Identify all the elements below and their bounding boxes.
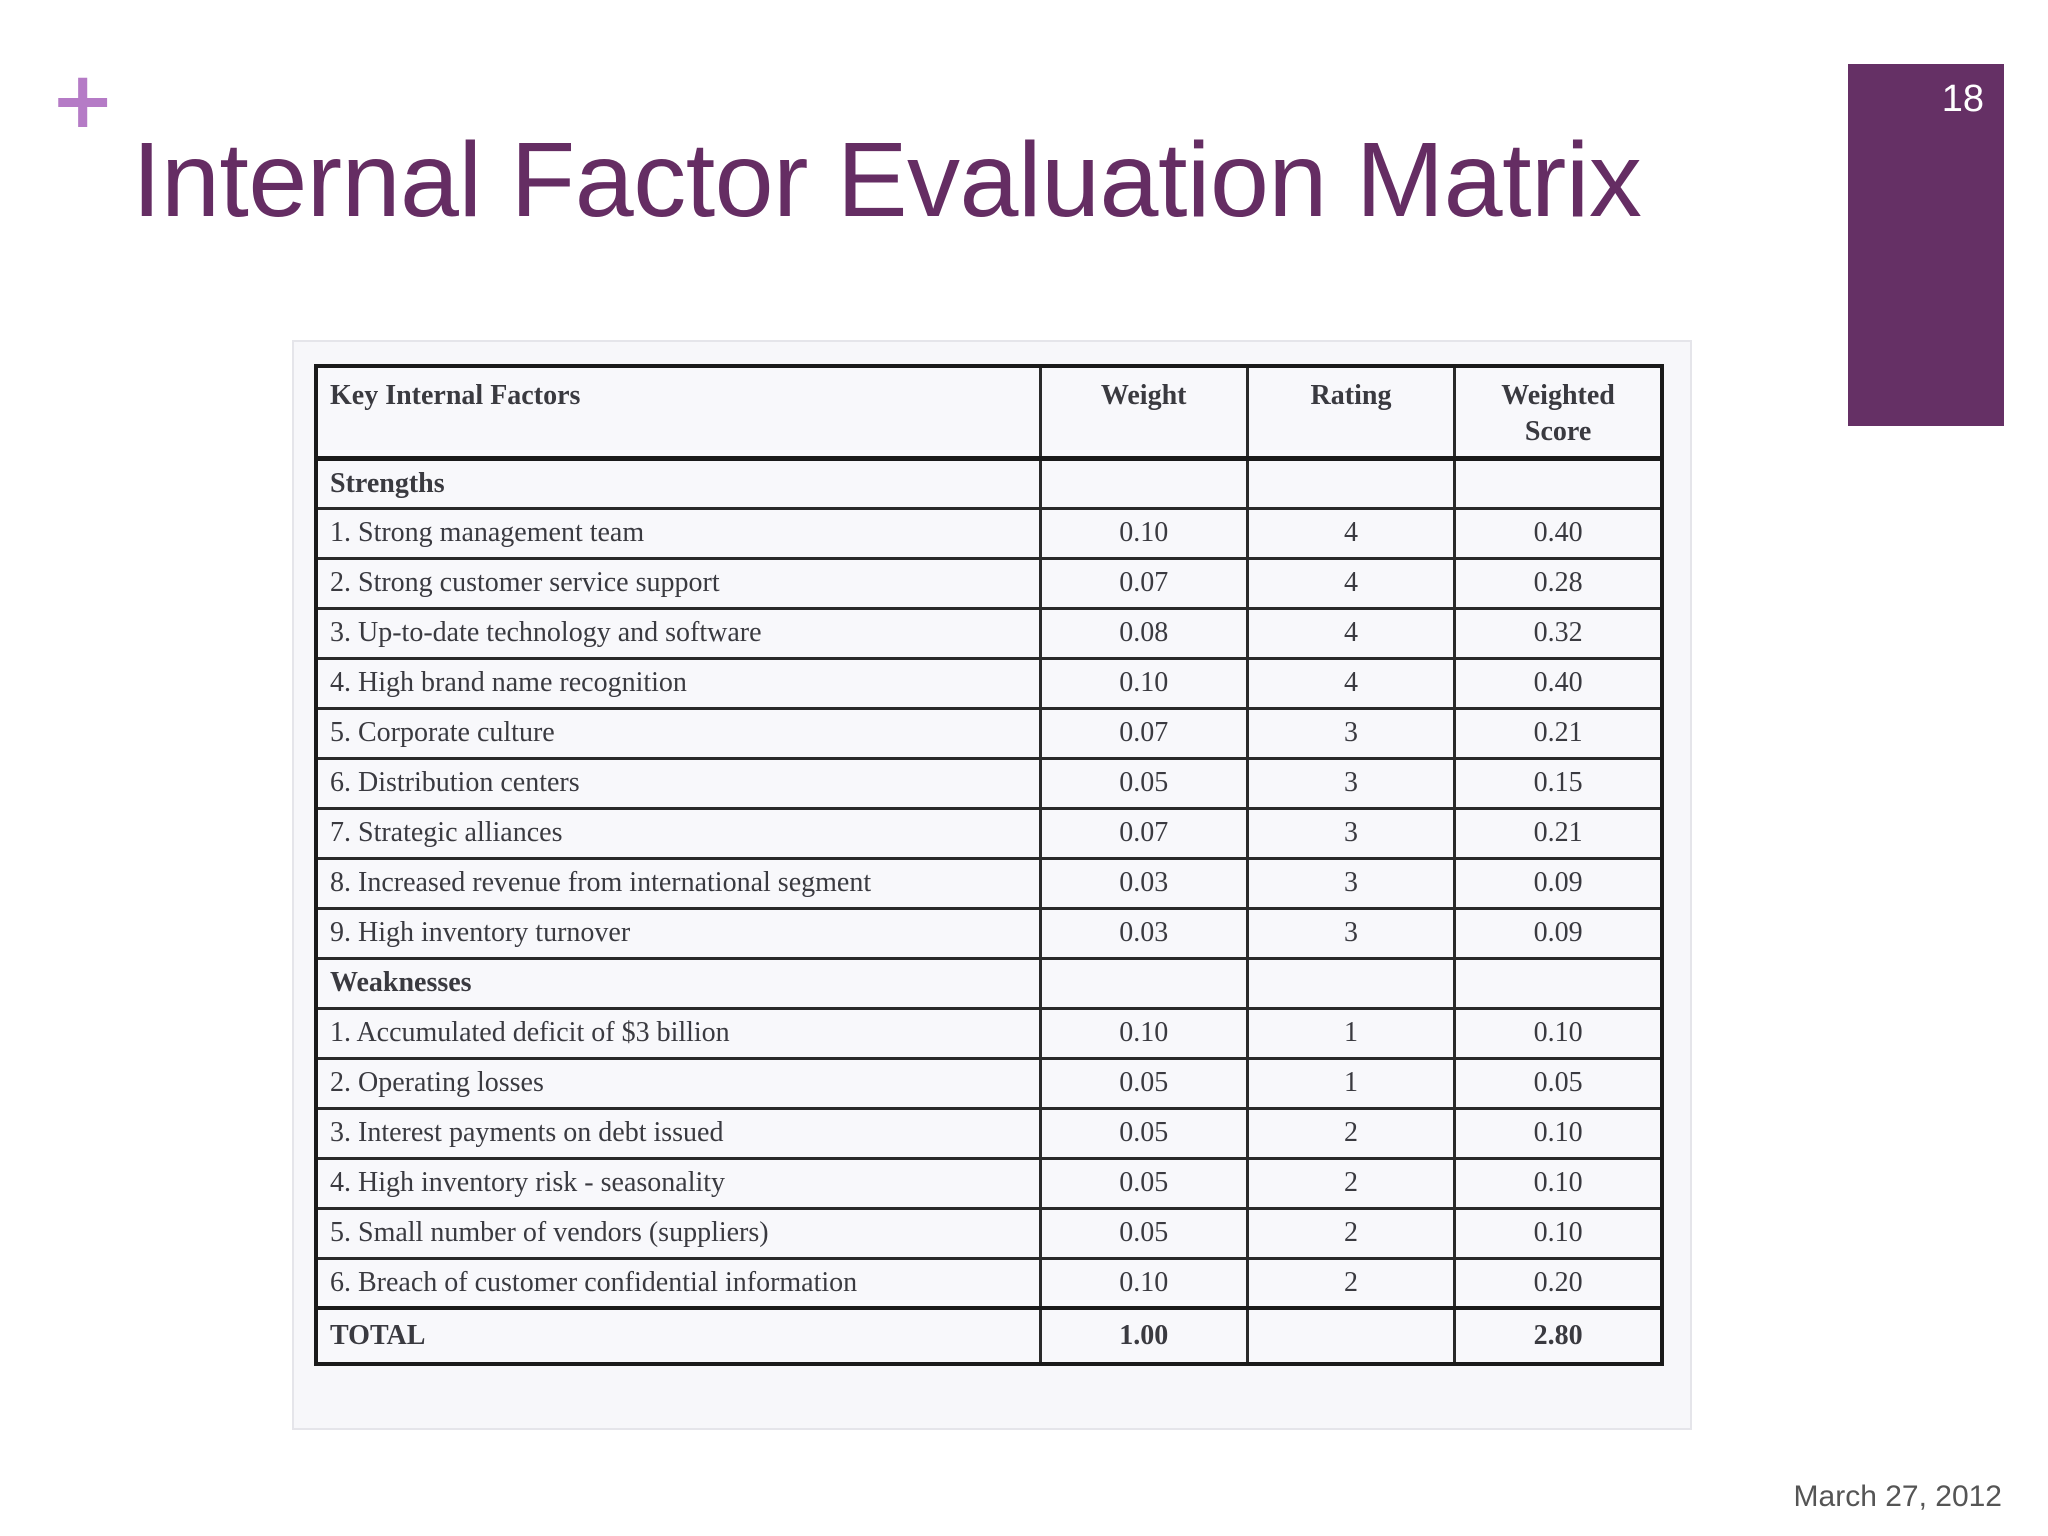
weakness-row: 2. Operating losses 0.05 1 0.05 xyxy=(314,1056,1664,1110)
factor-cell: 4. High brand name recognition xyxy=(314,656,1042,710)
score-cell: 0.20 xyxy=(1453,1256,1664,1310)
score-cell: 0.32 xyxy=(1453,606,1664,660)
factor-cell: 2. Strong customer service support xyxy=(314,556,1042,610)
weight-cell: 0.05 xyxy=(1038,1156,1249,1210)
weakness-row: 6. Breach of customer confidential infor… xyxy=(314,1256,1664,1310)
weight-cell: 0.10 xyxy=(1038,656,1249,710)
matrix-image-frame: Key Internal Factors Weight Rating Weigh… xyxy=(292,340,1692,1430)
factor-cell: 6. Distribution centers xyxy=(314,756,1042,810)
header-factor: Key Internal Factors xyxy=(314,364,1042,460)
weakness-row: 1. Accumulated deficit of $3 billion 0.10… xyxy=(314,1006,1664,1060)
weakness-row: 3. Interest payments on debt issued 0.05 2… xyxy=(314,1106,1664,1160)
total-rating xyxy=(1245,1306,1457,1366)
strength-row: 3. Up-to-date technology and software 0.0… xyxy=(314,606,1664,660)
weakness-row: 5. Small number of vendors (suppliers) 0.… xyxy=(314,1206,1664,1260)
table-header-row: Key Internal Factors Weight Rating Weigh… xyxy=(314,364,1664,460)
score-cell: 0.10 xyxy=(1453,1156,1664,1210)
weight-cell: 0.07 xyxy=(1038,556,1249,610)
strength-row: 5. Corporate culture 0.07 3 0.21 xyxy=(314,706,1664,760)
factor-cell: 8. Increased revenue from international … xyxy=(314,856,1042,910)
slide-date: March 27, 2012 xyxy=(1793,1480,2002,1513)
factor-cell: 4. High inventory risk - seasonality xyxy=(314,1156,1042,1210)
factor-cell: 7. Strategic alliances xyxy=(314,806,1042,860)
strength-row: 1. Strong management team 0.10 4 0.40 xyxy=(314,506,1664,560)
strengths-section-row: Strengths xyxy=(314,456,1664,510)
strength-row: 4. High brand name recognition 0.10 4 0.40 xyxy=(314,656,1664,710)
rating-cell: 2 xyxy=(1245,1256,1457,1310)
weight-cell: 0.03 xyxy=(1038,856,1249,910)
strength-row: 8. Increased revenue from international … xyxy=(314,856,1664,910)
factor-cell: 1. Strong management team xyxy=(314,506,1042,560)
score-cell: 0.10 xyxy=(1453,1006,1664,1060)
factor-cell: 9. High inventory turnover xyxy=(314,906,1042,960)
factor-cell: 2. Operating losses xyxy=(314,1056,1042,1110)
total-weight: 1.00 xyxy=(1038,1306,1249,1366)
weakness-row: 4. High inventory risk - seasonality 0.05… xyxy=(314,1156,1664,1210)
score-cell: 0.40 xyxy=(1453,506,1664,560)
score-cell: 0.05 xyxy=(1453,1056,1664,1110)
score-cell: 0.28 xyxy=(1453,556,1664,610)
rating-cell: 3 xyxy=(1245,906,1457,960)
rating-cell: 4 xyxy=(1245,656,1457,710)
rating-cell: 1 xyxy=(1245,1006,1457,1060)
weight-cell: 0.05 xyxy=(1038,1056,1249,1110)
strengths-label: Strengths xyxy=(314,456,1042,510)
factor-cell: 3. Up-to-date technology and software xyxy=(314,606,1042,660)
rating-cell: 2 xyxy=(1245,1156,1457,1210)
factor-cell: 1. Accumulated deficit of $3 billion xyxy=(314,1006,1042,1060)
score-cell: 0.10 xyxy=(1453,1106,1664,1160)
page-number: 18 xyxy=(1941,78,1984,120)
header-weight: Weight xyxy=(1038,364,1249,460)
header-weighted-score: Weighted Score xyxy=(1453,364,1664,460)
score-cell: 0.10 xyxy=(1453,1206,1664,1260)
weight-cell: 0.05 xyxy=(1038,1206,1249,1260)
weight-cell: 0.10 xyxy=(1038,1006,1249,1060)
rating-cell: 4 xyxy=(1245,556,1457,610)
rating-cell: 4 xyxy=(1245,506,1457,560)
weight-cell: 0.05 xyxy=(1038,1106,1249,1160)
total-score: 2.80 xyxy=(1453,1306,1664,1366)
strength-row: 7. Strategic alliances 0.07 3 0.21 xyxy=(314,806,1664,860)
score-cell: 0.15 xyxy=(1453,756,1664,810)
score-cell: 0.40 xyxy=(1453,656,1664,710)
score-cell: 0.21 xyxy=(1453,706,1664,760)
weight-cell: 0.10 xyxy=(1038,506,1249,560)
rating-cell: 3 xyxy=(1245,756,1457,810)
factor-cell: 3. Interest payments on debt issued xyxy=(314,1106,1042,1160)
rating-cell: 2 xyxy=(1245,1206,1457,1260)
weight-cell: 0.10 xyxy=(1038,1256,1249,1310)
weight-cell: 0.07 xyxy=(1038,806,1249,860)
total-label: TOTAL xyxy=(314,1306,1042,1366)
factor-cell: 6. Breach of customer confidential infor… xyxy=(314,1256,1042,1310)
header-score-line2: Score xyxy=(1524,416,1592,447)
total-row: TOTAL 1.00 2.80 xyxy=(314,1306,1664,1366)
rating-cell: 3 xyxy=(1245,856,1457,910)
slide-title: Internal Factor Evaluation Matrix xyxy=(132,121,1642,239)
ife-matrix-table: Key Internal Factors Weight Rating Weigh… xyxy=(314,364,1664,1366)
header-rating: Rating xyxy=(1245,364,1457,460)
rating-cell: 1 xyxy=(1245,1056,1457,1110)
strength-row: 2. Strong customer service support 0.07 4 0… xyxy=(314,556,1664,610)
table-body: Strengths 1. Strong management team 0.10 4… xyxy=(314,456,1664,1366)
score-cell: 0.09 xyxy=(1453,856,1664,910)
rating-cell: 4 xyxy=(1245,606,1457,660)
score-cell: 0.21 xyxy=(1453,806,1664,860)
rating-cell: 3 xyxy=(1245,806,1457,860)
weight-cell: 0.05 xyxy=(1038,756,1249,810)
weight-cell: 0.07 xyxy=(1038,706,1249,760)
weight-cell: 0.08 xyxy=(1038,606,1249,660)
strength-row: 9. High inventory turnover 0.03 3 0.09 xyxy=(314,906,1664,960)
weight-cell: 0.03 xyxy=(1038,906,1249,960)
weaknesses-section-row: Weaknesses xyxy=(314,956,1664,1010)
factor-cell: 5. Small number of vendors (suppliers) xyxy=(314,1206,1042,1260)
score-cell: 0.09 xyxy=(1453,906,1664,960)
rating-cell: 3 xyxy=(1245,706,1457,760)
strength-row: 6. Distribution centers 0.05 3 0.15 xyxy=(314,756,1664,810)
rating-cell: 2 xyxy=(1245,1106,1457,1160)
header-score-line1: Weighted xyxy=(1501,380,1615,411)
weaknesses-label: Weaknesses xyxy=(314,956,1042,1010)
factor-cell: 5. Corporate culture xyxy=(314,706,1042,760)
plus-icon: + xyxy=(50,56,116,146)
accent-bar: 18 xyxy=(1848,64,2004,426)
